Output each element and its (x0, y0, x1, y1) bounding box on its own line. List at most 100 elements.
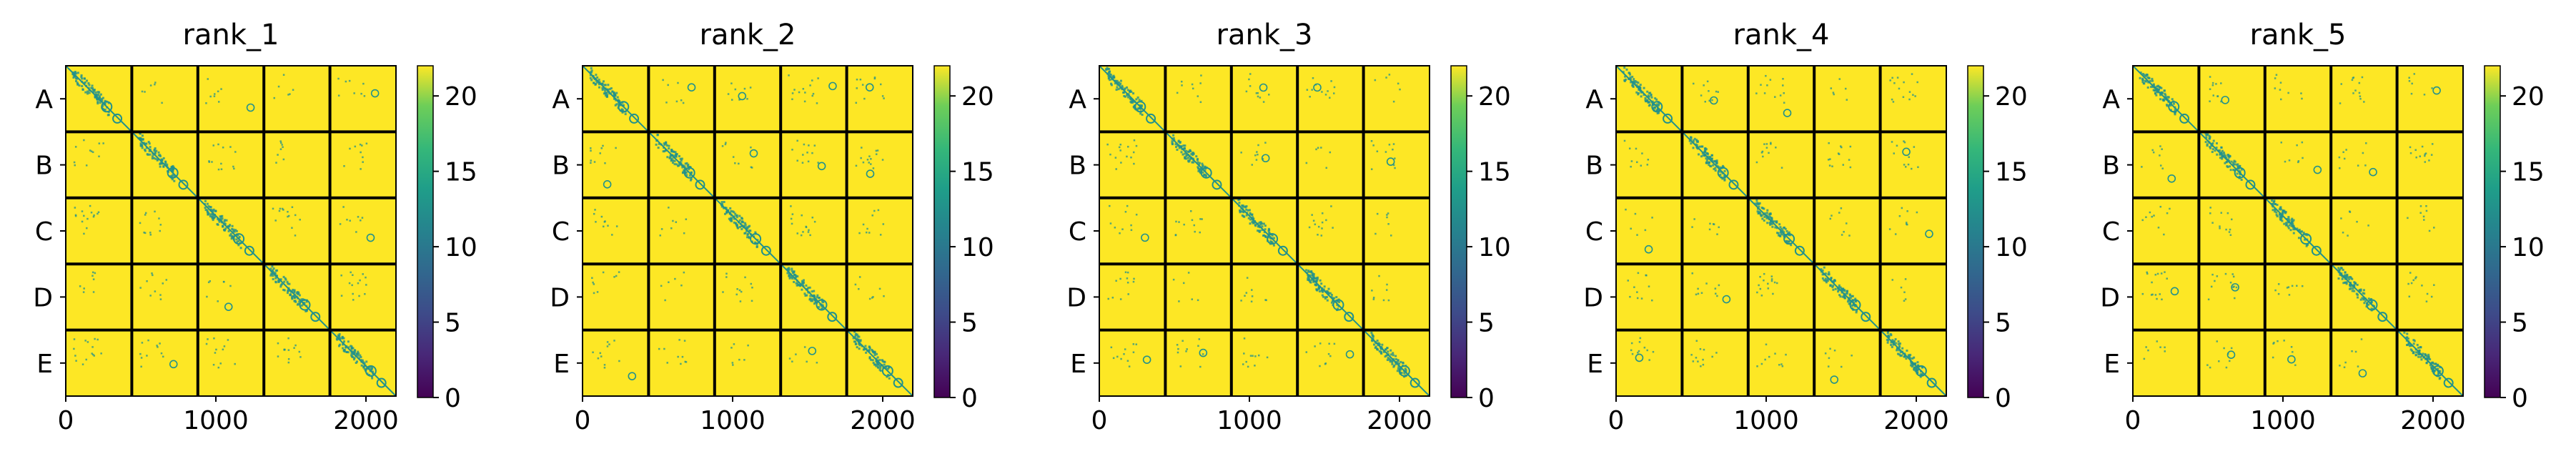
heatmap-spot (2151, 149, 2154, 152)
heatmap-spot (1176, 351, 1179, 354)
heatmap-spot (345, 80, 347, 83)
heatmap-ring (893, 377, 903, 388)
heatmap-spot (1307, 270, 1310, 272)
heatmap-spot (1126, 94, 1129, 97)
heatmap-spot (298, 300, 301, 303)
heatmap-spot (1311, 89, 1313, 91)
heatmap-spot (1327, 292, 1330, 295)
heatmap-spot (1779, 226, 1782, 229)
heatmap-spot (678, 162, 681, 165)
heatmap-spot (365, 142, 368, 145)
heatmap-spot (76, 71, 79, 74)
heatmap-spot (1640, 95, 1643, 98)
heatmap-spot (2365, 142, 2367, 144)
heatmap-spot (1629, 295, 1631, 298)
heatmap-spot (1327, 352, 1330, 355)
heatmap-spot (1133, 139, 1136, 142)
heatmap-spot (684, 360, 686, 363)
heatmap-spot (816, 294, 819, 297)
heatmap-spot (1774, 352, 1776, 355)
heatmap-spot (613, 340, 615, 342)
heatmap-spot (2223, 347, 2225, 350)
heatmap-spot (99, 99, 101, 102)
heatmap-spot (876, 149, 879, 152)
heatmap-spot (286, 280, 289, 283)
heatmap-ring (1861, 312, 1871, 322)
heatmap-spot (2224, 272, 2227, 275)
heatmap-spot (1699, 145, 1702, 148)
heatmap-spot (2301, 141, 2304, 144)
heatmap-spot (74, 355, 76, 357)
heatmap-spot (287, 357, 290, 360)
heatmap-spot (670, 227, 673, 229)
heatmap-spot (722, 291, 724, 293)
heatmap-spot (593, 82, 595, 84)
heatmap-spot (1202, 353, 1204, 355)
heatmap-spot (2345, 274, 2348, 277)
heatmap-spot (2154, 92, 2157, 94)
heatmap-spot (1314, 223, 1317, 226)
heatmap-spot (1189, 157, 1192, 160)
colorbar-tick-label: 0 (1995, 384, 2011, 413)
heatmap-spot (1783, 231, 1785, 234)
heatmap-spot (1243, 337, 1246, 340)
heatmap-spot (1700, 94, 1703, 97)
heatmap-spot (871, 348, 873, 351)
heatmap-spot (597, 357, 600, 360)
heatmap-spot (1826, 277, 1829, 280)
heatmap-spot (360, 219, 362, 222)
heatmap-spot (863, 348, 866, 351)
heatmap-spot (217, 168, 220, 171)
heatmap-spot (282, 209, 284, 211)
heatmap-spot (1126, 155, 1128, 158)
heatmap-ring (2234, 167, 2246, 179)
heatmap-spot (2228, 159, 2231, 162)
heatmap-spot (1708, 156, 1711, 159)
heatmap-spot (603, 364, 606, 366)
heatmap-spot (88, 89, 91, 92)
heatmap-spot (754, 231, 757, 234)
heatmap-spot (1888, 335, 1891, 338)
heatmap-spot (1775, 282, 1778, 285)
heatmap-spot (1397, 82, 1400, 85)
heatmap-spot (1248, 78, 1250, 81)
heatmap-spot (1765, 143, 1768, 145)
heatmap-spot (1131, 100, 1134, 103)
heatmap-spot (2342, 232, 2344, 234)
heatmap-spots (65, 65, 397, 397)
heatmap-spot (734, 222, 737, 225)
heatmap-spot (2288, 219, 2291, 222)
heatmap-spot (733, 221, 735, 224)
heatmap-spot (2427, 353, 2430, 356)
heatmap-spot (663, 150, 666, 153)
heatmap-spot (1187, 272, 1190, 274)
heatmap-spot (158, 217, 160, 219)
heatmap-spot (1848, 297, 1851, 300)
heatmap-spot (350, 347, 353, 350)
colorbar-tick-label: 5 (961, 309, 978, 338)
heatmap-spot (1907, 163, 1910, 166)
heatmap-spot (91, 352, 93, 355)
heatmap-spot (2412, 279, 2414, 282)
heatmap-spot (2362, 298, 2365, 301)
heatmap-spot (1638, 86, 1641, 89)
heatmap-spot (279, 278, 282, 281)
heatmap-spot (1768, 218, 1770, 221)
heatmap-spot (797, 284, 800, 287)
heatmap-spot (2272, 209, 2274, 212)
heatmap-spot (1255, 92, 1258, 94)
heatmap-spot (2301, 230, 2304, 233)
heatmap-spot (1704, 154, 1707, 157)
heatmap-spot (2206, 144, 2209, 147)
heatmap-spot (660, 285, 663, 287)
heatmap-spot (1111, 297, 1114, 299)
heatmap-ring (1313, 83, 1322, 92)
heatmap-spot (104, 99, 106, 102)
heatmap-spot (1768, 152, 1770, 154)
heatmap-spot (1704, 147, 1707, 150)
heatmap-spot (803, 143, 806, 146)
heatmap-spot (228, 225, 231, 228)
heatmap-spot (84, 91, 87, 94)
heatmap-spot (2424, 161, 2427, 163)
heatmap-spot (732, 216, 735, 219)
